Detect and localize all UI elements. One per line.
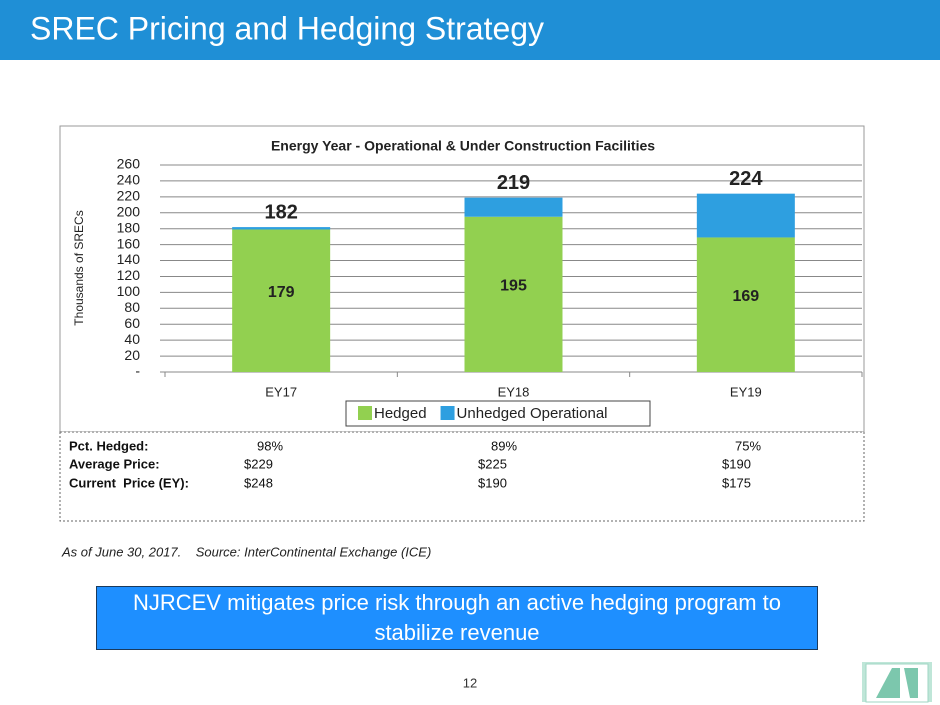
bar-segment (232, 227, 331, 230)
table-cell: $248 (244, 475, 273, 490)
logo (862, 662, 932, 703)
bar-value-label: 195 (500, 278, 527, 295)
y-tick-label: 80 (124, 299, 140, 315)
row-label: Pct. Hedged: (69, 438, 148, 453)
table-cell: $190 (722, 456, 751, 471)
legend-box (345, 400, 651, 427)
bar-segment (696, 193, 795, 238)
y-tick-label: 180 (117, 219, 141, 235)
bar-value-label: 179 (268, 284, 295, 301)
bar-segment (232, 229, 331, 372)
x-tick-label: EY19 (730, 384, 762, 399)
table-cell: 98% (257, 438, 283, 453)
callout-box: NJRCEV mitigates price risk through an a… (96, 586, 818, 650)
y-tick-label: 100 (117, 283, 141, 299)
bar-segment (696, 237, 795, 372)
table-cell: $229 (244, 456, 273, 471)
x-tick-label: EY17 (265, 384, 297, 399)
slide-title: SREC Pricing and Hedging Strategy (30, 10, 544, 46)
y-tick-label: - (135, 363, 140, 379)
x-tick-label: EY18 (498, 384, 530, 399)
chart-title: Energy Year - Operational & Under Constr… (271, 138, 655, 154)
legend-label: Hedged (374, 405, 427, 422)
y-tick-label: 240 (117, 172, 141, 188)
table-cell: $175 (722, 475, 751, 490)
bar-value-label: 169 (732, 288, 759, 305)
row-label: Average Price: (69, 456, 160, 471)
callout-text: NJRCEV mitigates price risk through an a… (132, 590, 782, 645)
legend-label: Unhedged Operational (457, 405, 608, 422)
legend-swatch (440, 406, 455, 420)
total-label: 182 (264, 201, 297, 223)
y-axis-label: Thousands of SRECs (72, 210, 86, 325)
page-number: 12 (463, 675, 477, 690)
y-tick-label: 20 (124, 347, 140, 363)
bar-segment (464, 197, 563, 217)
row-label: Current Price (EY): (69, 475, 189, 490)
total-label: 224 (729, 168, 763, 190)
y-tick-label: 120 (117, 267, 141, 283)
y-tick-label: 60 (124, 315, 140, 331)
table-cell: 89% (491, 438, 517, 453)
table-frame (59, 431, 865, 522)
legend-swatch (358, 406, 372, 420)
header-bar (0, 0, 940, 60)
table-cell: $190 (478, 475, 507, 490)
y-tick-label: 160 (117, 235, 141, 251)
table-cell: $225 (478, 456, 507, 471)
y-tick-label: 200 (117, 203, 141, 219)
total-label: 219 (497, 172, 530, 194)
y-tick-label: 220 (117, 188, 141, 204)
y-tick-label: 260 (117, 156, 141, 172)
footnote: As of June 30, 2017. Source: InterContin… (61, 544, 431, 559)
y-tick-label: 40 (124, 331, 140, 347)
table-cell: 75% (735, 438, 761, 453)
y-tick-label: 140 (117, 251, 141, 267)
bar-segment (464, 216, 563, 372)
